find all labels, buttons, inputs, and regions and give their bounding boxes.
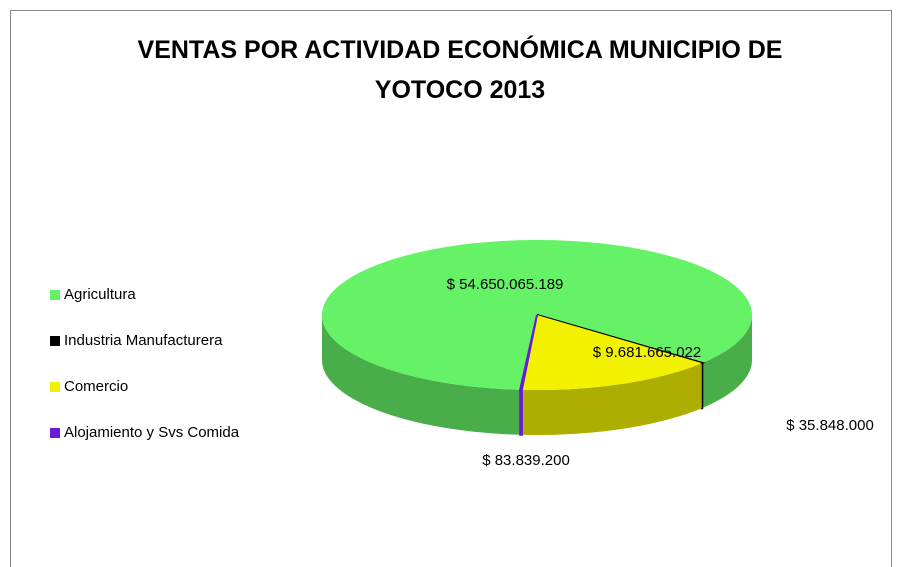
slice-side (702, 315, 752, 408)
data-label: $ 83.839.200 (482, 452, 570, 469)
data-label: $ 9.681.665.022 (593, 344, 701, 361)
legend-label: Agricultura (64, 286, 136, 303)
slice (518, 314, 538, 391)
legend-label: Alojamiento y Svs Comida (64, 424, 240, 441)
legend-swatch (50, 336, 60, 346)
slice-side (521, 363, 702, 435)
chart-title: VENTAS POR ACTIVIDAD ECONÓMICA MUNICIPIO… (137, 36, 783, 104)
legend-label: Comercio (64, 378, 128, 395)
legend-label: Industria Manufacturera (64, 332, 223, 349)
slice (322, 240, 752, 390)
legend-swatch (50, 382, 60, 392)
slice-side (322, 315, 521, 435)
data-label: $ 54.650.065.189 (447, 276, 564, 293)
frame (10, 10, 892, 567)
data-label: $ 35.848.000 (786, 417, 874, 434)
slice-side (519, 388, 523, 436)
slice (521, 315, 702, 390)
legend-swatch (50, 290, 60, 300)
legend-swatch (50, 428, 60, 438)
